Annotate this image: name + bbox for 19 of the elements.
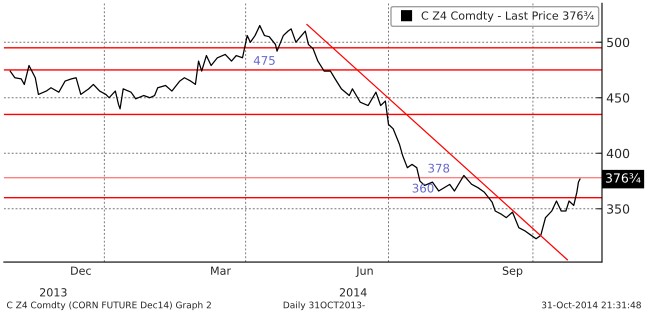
x-tick-label: Sep [502, 266, 522, 277]
annotation: 360 [412, 184, 434, 193]
annotation: 376¾ [606, 173, 641, 183]
y-tick-label: 500 [607, 38, 630, 48]
text: 2014 [340, 288, 367, 297]
y-tick-label: 350 [607, 204, 630, 214]
text: 2013 [40, 288, 67, 297]
x-tick-label: Mar [211, 266, 232, 275]
annotation: 378 [428, 164, 450, 173]
y-tick-label: 450 [606, 93, 630, 103]
x-tick-label: Jun [356, 266, 373, 277]
x-tick-label: Dec [71, 266, 91, 275]
line-series [10, 24, 581, 240]
legend-label: C Z4 Comdty - Last Price 376¾ [422, 11, 594, 22]
y-tick-label: 400 [606, 148, 630, 158]
text: Daily 31OCT2013- [284, 301, 365, 310]
text: C Z4 Comdty (CORN FUTURE Dec14) Graph 2 [6, 301, 211, 310]
annotation: 475 [254, 56, 275, 65]
text: 31-Oct-2014 21:31:48 [542, 302, 641, 308]
